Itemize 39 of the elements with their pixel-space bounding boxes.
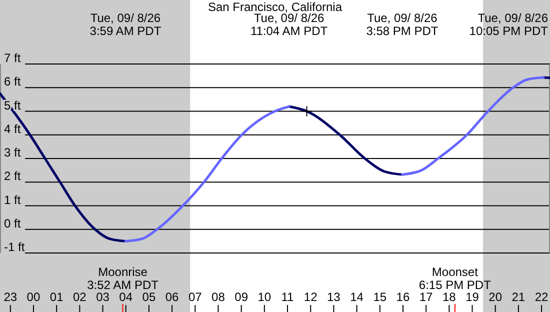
x-tick-label: 09 <box>234 290 248 304</box>
ref-line-label: Moonset 6:15 PM PDT <box>418 265 492 292</box>
x-tick-label: 05 <box>142 290 156 304</box>
x-tick-label: 17 <box>419 290 434 304</box>
text: Tue, 09/ 8/26 3:58 PM PDT <box>366 11 439 38</box>
x-tick-label: 03 <box>96 290 110 304</box>
x-tick-label: 06 <box>165 290 180 304</box>
x-tick-label: 13 <box>327 290 341 304</box>
x-tick-label: 23 <box>4 290 18 304</box>
x-tick-label: 08 <box>212 290 226 304</box>
y-tick-label: 3 ft <box>4 146 22 160</box>
x-tick-label: 02 <box>72 290 87 304</box>
y-tick-label: 4 ft <box>4 122 22 136</box>
x-tick-label: 19 <box>466 290 480 304</box>
x-tick-label: 10 <box>258 290 272 304</box>
ref-line-label: Moonrise 3:52 AM PDT <box>87 265 160 292</box>
y-tick-label: 1 ft <box>4 192 22 207</box>
x-tick-label: 22 <box>534 290 549 304</box>
y-tick-label: 6 ft <box>4 74 22 89</box>
x-tick-label: 20 <box>488 290 502 304</box>
x-tick-label: 04 <box>119 290 133 304</box>
x-tick-label: 07 <box>188 290 202 304</box>
text: Tue, 09/ 8/26 10:05 PM PDT <box>469 11 549 38</box>
x-tick-label: 21 <box>512 290 526 304</box>
x-tick-label: 14 <box>350 290 364 304</box>
text: Tue, 09/ 8/26 11:04 AM PDT <box>250 11 328 38</box>
text: Tue, 09/ 8/26 3:59 AM PDT <box>90 11 162 38</box>
x-tick-label: 00 <box>26 290 40 304</box>
x-tick-label: 11 <box>281 290 294 304</box>
y-tick-label: -1 ft <box>4 240 26 254</box>
y-tick-label: 0 ft <box>4 216 22 230</box>
x-tick-label: 01 <box>50 290 64 304</box>
y-tick-label: 7 ft <box>4 51 22 65</box>
chart-title: San Francisco, California <box>208 0 342 14</box>
x-tick-label: 16 <box>396 290 410 304</box>
x-tick-label: 15 <box>373 290 387 304</box>
x-tick-label: 18 <box>442 290 456 304</box>
x-tick-label: 12 <box>304 290 318 304</box>
y-tick-label: 2 ft <box>4 169 22 184</box>
